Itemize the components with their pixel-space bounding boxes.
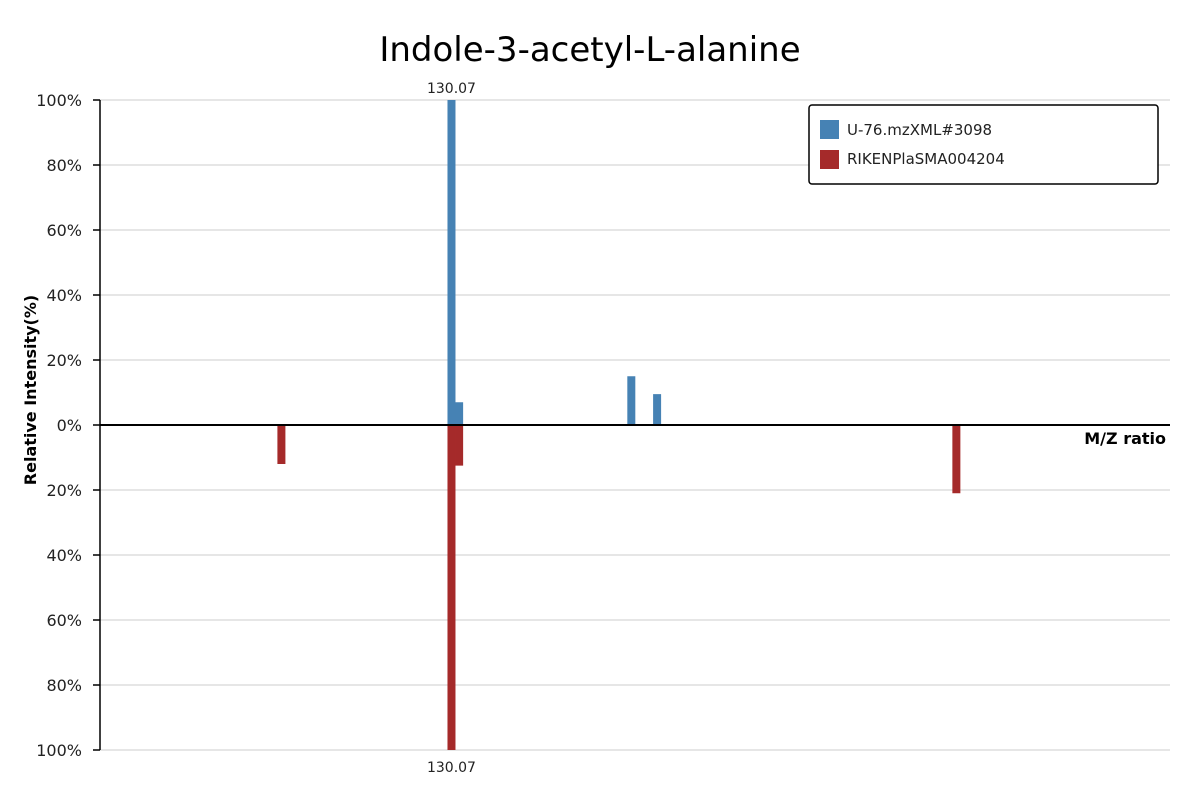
- peak-bar-series-1: [653, 394, 662, 425]
- peak-label: 130.07: [427, 81, 476, 97]
- peak-bar-series-1: [447, 100, 456, 425]
- y-tick-label: 20%: [46, 481, 82, 500]
- y-tick-label: 0%: [57, 416, 82, 435]
- legend-box: [808, 104, 1159, 185]
- y-axis-title: Relative Intensity(%): [21, 295, 40, 485]
- y-tick-label: 60%: [46, 221, 82, 240]
- peak-bars: [277, 100, 961, 750]
- chart-title: Indole-3-acetyl-L-alanine: [379, 30, 800, 70]
- peak-bar-series-2: [277, 425, 286, 464]
- peak-labels: 130.07 130.07: [427, 81, 476, 776]
- axes: [99, 100, 1170, 750]
- legend: U-76.mzXML#3098 RIKENPlaSMA004204: [808, 104, 1159, 185]
- legend-swatch-series-1: [820, 120, 839, 139]
- y-axis-ticks: 100% 80% 60% 40% 20% 0% 20% 40% 60% 80% 100%: [36, 91, 100, 760]
- legend-swatch-series-2: [820, 150, 839, 169]
- y-tick-label: 100%: [36, 91, 82, 110]
- peak-bar-series-1: [627, 376, 636, 425]
- y-tick-label: 60%: [46, 611, 82, 630]
- gridlines: [100, 99, 1170, 751]
- peak-bar-series-2: [952, 425, 961, 494]
- peak-label: 130.07: [427, 760, 476, 776]
- y-tick-label: 100%: [36, 741, 82, 760]
- y-tick-label: 40%: [46, 286, 82, 305]
- y-tick-label: 20%: [46, 351, 82, 370]
- legend-label-series-2: RIKENPlaSMA004204: [847, 150, 1005, 168]
- peak-bar-series-1: [455, 402, 464, 425]
- x-axis-title: M/Z ratio: [1084, 429, 1166, 448]
- y-tick-label: 80%: [46, 676, 82, 695]
- peak-bar-series-2: [455, 425, 464, 466]
- y-tick-label: 40%: [46, 546, 82, 565]
- legend-label-series-1: U-76.mzXML#3098: [847, 121, 992, 139]
- y-tick-label: 80%: [46, 156, 82, 175]
- peak-bar-series-2: [447, 425, 456, 750]
